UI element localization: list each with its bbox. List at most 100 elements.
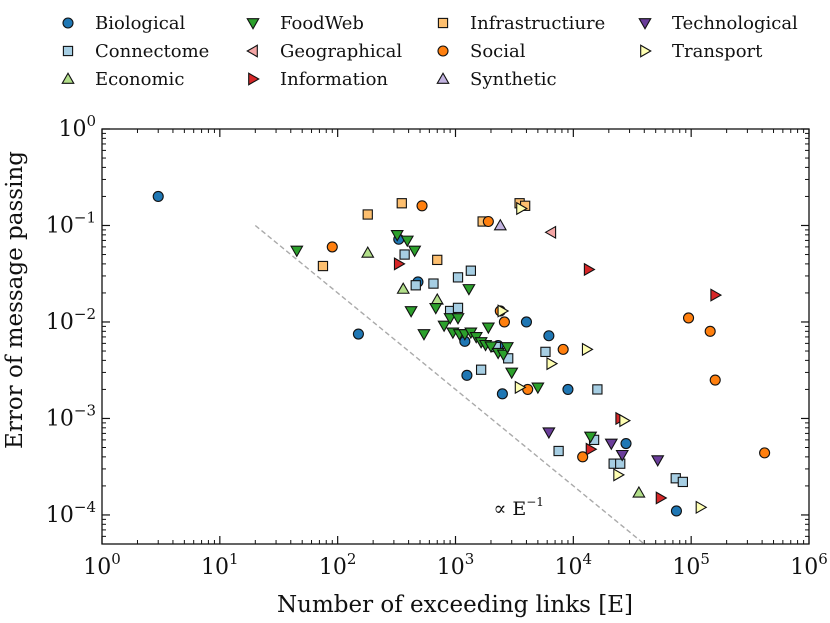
- x-tick-exp: 3: [465, 550, 475, 568]
- data-point: [362, 209, 373, 220]
- x-tick-label: 102: [319, 550, 357, 580]
- data-point: [417, 329, 431, 341]
- data-point: [695, 500, 708, 515]
- data-point: [585, 442, 598, 456]
- legend-marker: [638, 18, 652, 30]
- x-tick-base: 10: [83, 555, 111, 580]
- guide-label-main: ∝ E: [493, 498, 526, 520]
- data-point: [326, 241, 338, 253]
- legend-marker: [61, 72, 75, 84]
- data-point: [562, 383, 574, 395]
- legend-item: Infrastructiure: [437, 13, 605, 34]
- data-point: [544, 225, 557, 239]
- legend-label: Connectome: [95, 41, 209, 62]
- data-point: [531, 382, 545, 395]
- data-point: [540, 346, 551, 358]
- data-point: [430, 292, 444, 305]
- guide-label: ∝ E−1: [493, 495, 543, 520]
- x-tick-exp: 6: [818, 550, 828, 568]
- data-point: [704, 325, 716, 337]
- legend-label: Transport: [672, 41, 763, 62]
- data-point: [404, 306, 418, 318]
- legend-item: Synthetic: [436, 69, 557, 90]
- x-tick-exp: 4: [583, 550, 593, 568]
- data-point: [682, 312, 695, 324]
- data-point: [361, 246, 375, 258]
- data-point: [759, 447, 771, 459]
- data-point: [432, 254, 443, 266]
- data-point: [429, 303, 443, 315]
- y-tick-base: 10: [46, 406, 74, 431]
- data-point: [514, 380, 527, 395]
- x-tick-base: 10: [672, 555, 700, 580]
- data-point: [496, 349, 511, 362]
- data-point: [152, 190, 164, 202]
- x-tick-base: 10: [555, 555, 583, 580]
- series-transport: [497, 201, 708, 515]
- y-tick-exp: −3: [74, 401, 96, 419]
- x-axis-label: Number of exceeding links [E]: [277, 592, 633, 618]
- y-tick-exp: −4: [74, 498, 96, 516]
- data-point: [592, 384, 603, 395]
- data-point: [451, 313, 465, 325]
- data-point: [407, 245, 422, 258]
- legend-label: Geographical: [280, 41, 402, 62]
- legend-label: Synthetic: [470, 69, 557, 90]
- x-tick-label: 105: [672, 550, 710, 580]
- series-economic: [361, 246, 646, 498]
- data-point: [452, 302, 464, 314]
- data-point: [670, 505, 682, 517]
- data-point: [613, 468, 625, 482]
- legend-marker: [437, 45, 449, 57]
- y-tick-exp: −1: [74, 208, 96, 226]
- y-tick-exp: 0: [86, 112, 96, 130]
- legend-marker: [436, 72, 450, 84]
- x-tick-label: 103: [437, 550, 475, 580]
- x-tick-exp: 5: [700, 550, 710, 568]
- y-tick-exp: −2: [74, 305, 96, 323]
- y-tick-label: 10−3: [46, 401, 96, 431]
- data-point: [505, 367, 519, 380]
- y-tick-base: 10: [46, 213, 74, 238]
- data-point: [475, 364, 487, 375]
- data-point: [553, 445, 564, 457]
- x-tick-base: 10: [790, 555, 818, 580]
- legend-item: Connectome: [62, 41, 209, 62]
- legend-label: FoodWeb: [280, 13, 364, 34]
- data-point: [461, 369, 473, 381]
- data-point: [522, 383, 534, 395]
- legend-marker: [62, 17, 74, 29]
- data-point: [498, 316, 510, 328]
- data-point: [390, 229, 404, 242]
- legend-label: Social: [470, 41, 526, 62]
- guide-line: [254, 224, 645, 545]
- legend-item: FoodWeb: [246, 13, 364, 34]
- x-tick-base: 10: [201, 555, 229, 580]
- legend: Biological Connectome Economic FoodWeb Geogr…: [61, 13, 798, 90]
- data-point: [619, 413, 632, 428]
- data-point: [604, 438, 618, 451]
- x-tick-base: 10: [437, 555, 465, 580]
- legend-marker: [640, 44, 652, 58]
- data-point: [677, 476, 688, 488]
- legend-marker: [437, 17, 449, 29]
- x-tick-label: 101: [201, 550, 239, 580]
- series-information: [393, 257, 723, 505]
- data-point: [651, 455, 665, 467]
- data-point: [290, 245, 304, 258]
- data-point: [317, 260, 329, 272]
- y-tick-base: 10: [46, 310, 74, 335]
- data-point: [493, 218, 507, 231]
- data-point: [581, 342, 594, 357]
- data-point: [655, 491, 668, 505]
- data-point: [710, 288, 723, 302]
- legend-marker: [246, 44, 258, 58]
- data-point: [484, 341, 498, 354]
- legend-label: Technological: [672, 13, 798, 34]
- x-tick-base: 10: [319, 555, 347, 580]
- y-tick-label: 10−1: [46, 208, 96, 238]
- x-tick-label: 106: [790, 550, 828, 580]
- data-point: [583, 431, 598, 444]
